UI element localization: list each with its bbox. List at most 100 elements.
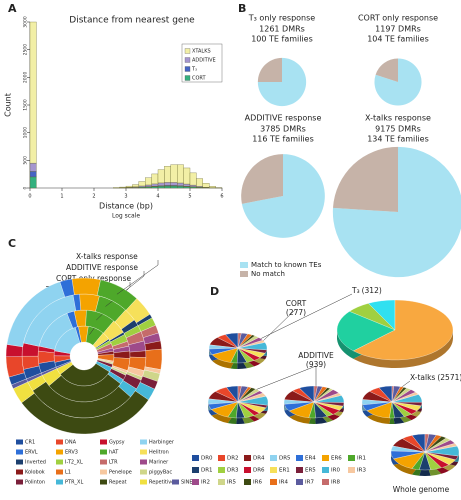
- legend-label: IR2: [201, 480, 210, 486]
- histogram-bar: [132, 184, 139, 187]
- histogram-bar: [151, 183, 159, 187]
- x-axis-label: Distance (bp): [99, 202, 153, 211]
- legend-swatch: [100, 439, 107, 445]
- legend-swatch: [322, 455, 329, 461]
- x-tick-label: 6: [220, 194, 223, 200]
- legend-swatch: [218, 467, 225, 473]
- pie-dmrs: 3785 DMRs: [260, 125, 306, 134]
- y-tick-label: 3000: [23, 16, 29, 28]
- legend-swatch: [192, 455, 199, 461]
- legend-swatch: [296, 479, 303, 485]
- pie-value-label: (939): [306, 360, 326, 369]
- y-tick-label: 2500: [23, 44, 29, 56]
- legend-label: PTR_XL: [65, 480, 83, 486]
- histogram-bar: [170, 164, 178, 183]
- legend-label: ER6: [331, 456, 342, 462]
- pie-title: X-talks response: [365, 114, 431, 123]
- legend-label: IR8: [331, 480, 340, 486]
- legend-swatch: [140, 459, 147, 465]
- legend-label: DR5: [279, 456, 291, 462]
- legend-label: SINE2: [181, 480, 196, 486]
- pie-slice: [424, 433, 429, 453]
- legend-swatch: [100, 459, 107, 465]
- legend-swatch: [100, 469, 107, 475]
- leader-line: [261, 308, 297, 343]
- legend-label: Match to known TEs: [251, 261, 322, 269]
- legend-swatch: [56, 479, 63, 485]
- pie-value-label: (312): [362, 286, 382, 295]
- legend-swatch: [218, 479, 225, 485]
- legend-swatch: [56, 449, 63, 455]
- pie-slice: [332, 146, 398, 212]
- legend-label: Penelope: [109, 470, 132, 476]
- histogram-bar: [29, 162, 37, 172]
- legend-label: ER4: [305, 456, 316, 462]
- legend-label: ERVL: [25, 450, 38, 456]
- legend-label: ERV3: [65, 450, 78, 456]
- legend-label: No match: [251, 270, 285, 278]
- legend-label: T₃: [191, 67, 197, 73]
- panel-label: D: [210, 285, 219, 298]
- pie-families: 134 TE families: [367, 135, 429, 144]
- histogram-bar: [164, 182, 171, 186]
- legend-label: DNA: [65, 440, 77, 446]
- legend-swatch: [100, 479, 107, 485]
- histogram-bar: [183, 186, 191, 189]
- leader-line: [257, 293, 353, 341]
- legend-swatch: [270, 467, 277, 473]
- x-tick-label: 3: [124, 194, 127, 200]
- legend-label: Helitron: [149, 450, 169, 456]
- histogram-bar: [183, 183, 191, 187]
- legend-label: IR7: [305, 480, 314, 486]
- histogram-bar: [196, 178, 203, 187]
- histogram-bar: [209, 186, 216, 188]
- legend-swatch: [296, 467, 303, 473]
- x-tick-label: 2: [92, 194, 95, 200]
- legend-swatch: [192, 467, 199, 473]
- legend-swatch: [16, 479, 23, 485]
- legend-swatch: [244, 467, 251, 473]
- x-tick-label: 4: [156, 194, 159, 200]
- histogram-bar: [157, 182, 165, 186]
- legend-label: Mariner: [149, 460, 169, 466]
- legend-swatch: [184, 57, 191, 63]
- legend-label: IR4: [279, 480, 288, 486]
- histogram-bar: [177, 182, 184, 186]
- ring-label: X-talks response: [76, 252, 138, 261]
- legend-label: DR6: [253, 468, 265, 474]
- x-tick-label: 1: [60, 194, 63, 200]
- legend-label: CR1: [25, 440, 35, 446]
- legend-label: ADDITIVE: [192, 58, 216, 64]
- y-tick-label: 1000: [23, 127, 29, 139]
- legend-swatch: [244, 455, 251, 461]
- legend-swatch: [240, 262, 248, 268]
- x-axis-note: Log scale: [112, 213, 140, 220]
- legend-swatch: [140, 449, 147, 455]
- panel-label: A: [8, 2, 17, 15]
- legend-label: ER5: [305, 468, 316, 474]
- sunburst-segment: [71, 277, 101, 296]
- histogram-bar: [138, 185, 146, 188]
- pie-slice: [257, 57, 282, 82]
- legend-swatch: [140, 479, 147, 485]
- histogram-bar: [157, 186, 165, 189]
- histogram-bar: [151, 186, 159, 189]
- legend-label: Polinton: [25, 480, 45, 486]
- pie-name: Whole genome: [393, 485, 450, 494]
- histogram-bar: [170, 182, 178, 186]
- legend-swatch: [240, 271, 248, 277]
- histogram-bar: [125, 185, 133, 188]
- histogram-bar: [170, 185, 178, 189]
- ring-label: ADDITIVE response: [66, 263, 138, 272]
- pie-slice: [241, 154, 283, 204]
- pie-title: CORT only response: [358, 14, 438, 23]
- y-tick-label: 0: [23, 186, 29, 189]
- legend-label: IR3: [357, 468, 366, 474]
- histogram-bar: [29, 176, 37, 189]
- legend-swatch: [296, 455, 303, 461]
- pie-category: CORT: [286, 299, 307, 308]
- pie-slice: [375, 58, 398, 82]
- legend-swatch: [348, 467, 355, 473]
- legend-label: Kolobok: [25, 470, 45, 476]
- histogram-bar: [189, 172, 197, 186]
